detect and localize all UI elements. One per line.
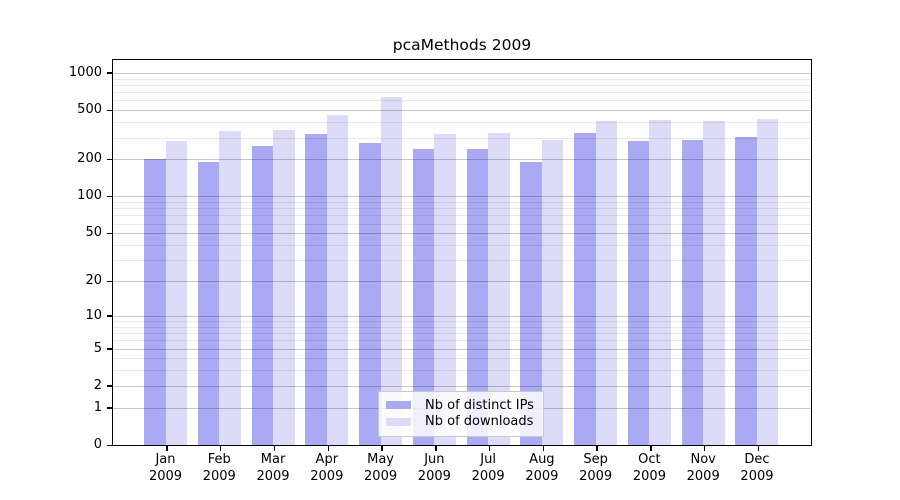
x-tick-label-nov: Nov 2009 bbox=[686, 452, 720, 484]
legend: Nb of distinct IPs Nb of downloads bbox=[378, 391, 544, 437]
y-tick-label-10: 10 bbox=[85, 307, 102, 323]
x-tick-nov bbox=[703, 446, 706, 451]
y-tick-label-50: 50 bbox=[85, 225, 102, 241]
legend-item-downloads: Nb of downloads bbox=[386, 414, 534, 431]
y-tick-label-20: 20 bbox=[85, 273, 102, 289]
bar-downloads-may bbox=[380, 96, 403, 445]
bar-downloads-feb bbox=[219, 130, 241, 445]
y-tick-label-1: 1 bbox=[93, 399, 102, 415]
y-tick-label-500: 500 bbox=[77, 102, 102, 118]
x-tick-mar bbox=[273, 446, 276, 451]
x-tick-sep bbox=[596, 446, 598, 451]
legend-swatch-downloads bbox=[386, 417, 411, 426]
bar-downloads-jun bbox=[434, 133, 456, 445]
legend-swatch-distinct-ips bbox=[386, 401, 411, 410]
y-tick-label-5: 5 bbox=[93, 340, 102, 356]
x-tick-jun bbox=[435, 446, 437, 451]
legend-item-distinct-ips: Nb of distinct IPs bbox=[386, 397, 534, 414]
bar-distinct-ips-mar bbox=[251, 146, 274, 445]
x-tick-jan bbox=[166, 446, 168, 451]
x-tick-label-sep: Sep 2009 bbox=[579, 452, 613, 484]
x-tick-feb bbox=[219, 446, 222, 451]
bar-distinct-ips-may bbox=[359, 143, 381, 445]
bar-downloads-sep bbox=[595, 120, 618, 445]
x-tick-label-mar: Mar 2009 bbox=[256, 452, 290, 484]
y-tick-label-200: 200 bbox=[77, 151, 102, 167]
x-tick-may bbox=[381, 446, 383, 451]
bar-distinct-ips-jul bbox=[466, 149, 489, 445]
bar-downloads-mar bbox=[273, 130, 295, 445]
bar-distinct-ips-sep bbox=[574, 133, 596, 445]
bar-downloads-dec bbox=[756, 119, 779, 445]
x-tick-oct bbox=[650, 446, 652, 451]
x-tick-label-may: May 2009 bbox=[364, 452, 398, 484]
x-tick-jul bbox=[488, 446, 491, 451]
bar-distinct-ips-oct bbox=[627, 141, 650, 445]
bar-downloads-apr bbox=[326, 114, 349, 445]
x-tick-label-aug: Aug 2009 bbox=[525, 452, 559, 484]
bar-distinct-ips-aug bbox=[520, 161, 542, 445]
y-tick-label-1000: 1000 bbox=[68, 64, 102, 80]
x-tick-label-jul: Jul 2009 bbox=[471, 452, 505, 484]
bar-distinct-ips-apr bbox=[305, 133, 327, 445]
legend-label-downloads: Nb of downloads bbox=[425, 414, 534, 430]
bar-downloads-nov bbox=[703, 120, 725, 445]
bar-downloads-oct bbox=[649, 120, 671, 445]
y-tick-label-0: 0 bbox=[93, 437, 102, 452]
x-tick-label-oct: Oct 2009 bbox=[632, 452, 666, 484]
x-tick-label-jun: Jun 2009 bbox=[417, 452, 451, 484]
plot-area: Nb of distinct IPs Nb of downloads bbox=[112, 59, 812, 446]
x-tick-label-jan: Jan 2009 bbox=[148, 452, 183, 484]
bar-distinct-ips-feb bbox=[197, 162, 220, 445]
y-tick-label-100: 100 bbox=[77, 188, 102, 204]
bar-downloads-aug bbox=[541, 140, 564, 445]
bars-layer bbox=[113, 60, 811, 445]
bar-downloads-jul bbox=[488, 132, 510, 445]
bar-distinct-ips-jan bbox=[144, 159, 166, 445]
x-tick-label-feb: Feb 2009 bbox=[202, 452, 236, 484]
chart-title: pcaMethods 2009 bbox=[392, 36, 532, 54]
x-tick-label-apr: Apr 2009 bbox=[310, 452, 344, 484]
x-tick-apr bbox=[327, 446, 329, 451]
bar-distinct-ips-dec bbox=[735, 137, 757, 445]
x-tick-aug bbox=[542, 446, 545, 451]
x-tick-dec bbox=[757, 446, 760, 451]
x-tick-label-dec: Dec 2009 bbox=[740, 452, 774, 484]
bar-distinct-ips-jun bbox=[412, 149, 435, 445]
bar-distinct-ips-nov bbox=[681, 139, 704, 445]
bar-downloads-jan bbox=[165, 141, 187, 445]
legend-label-distinct-ips: Nb of distinct IPs bbox=[425, 397, 534, 413]
y-tick-label-2: 2 bbox=[93, 377, 102, 393]
